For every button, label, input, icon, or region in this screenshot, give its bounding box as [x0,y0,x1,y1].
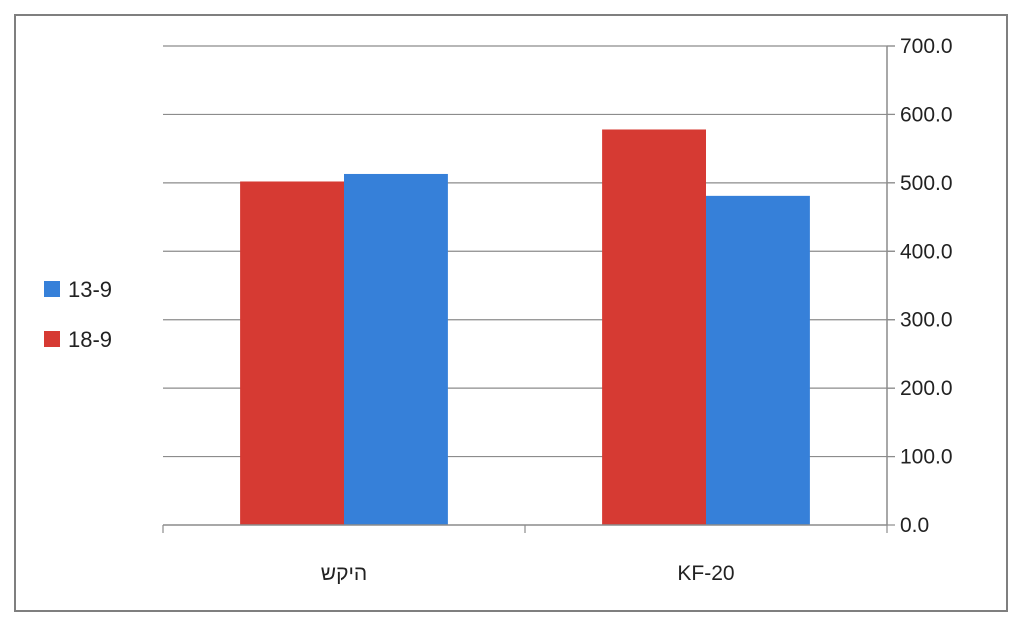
y-tick-label: 700.0 [900,35,953,58]
legend: 13-9 18-9 [44,277,112,352]
y-tick-label: 300.0 [900,309,953,332]
y-tick-label: 0.0 [900,514,929,537]
axes [162,45,895,533]
x-category-label: KF-20 [677,562,734,585]
legend-swatch-13-9 [44,281,60,297]
legend-label-18-9: 18-9 [68,327,112,352]
bar-18-9-1 [602,129,706,526]
bar-13-9-1 [706,195,810,525]
legend-label-13-9: 13-9 [68,277,112,302]
y-tick-label: 100.0 [900,446,953,469]
chart-frame [14,14,1008,612]
bars [240,129,810,526]
y-tick-label: 600.0 [900,103,953,126]
x-category-label: היקש [321,562,367,585]
bar-13-9-0 [344,173,448,525]
axis-labels: 0.0 100.0 200.0 300.0 400.0 500.0 600.0 700.0 הי… [321,35,953,585]
legend-swatch-18-9 [44,331,60,347]
y-tick-label: 200.0 [900,377,953,400]
y-tick-label: 400.0 [900,240,953,263]
y-tick-label: 500.0 [900,172,953,195]
bar-18-9-0 [240,181,344,525]
